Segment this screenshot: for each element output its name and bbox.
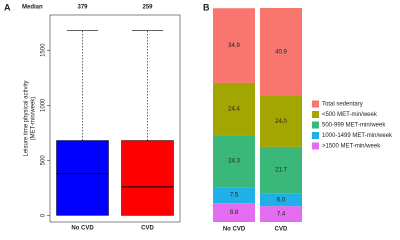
plot-frame [49, 14, 181, 223]
figure: A Median Leisure time physical activity (ME… [4, 2, 393, 233]
panel-label: A [4, 2, 11, 12]
value-label: 34.9 [228, 43, 240, 49]
bar-segment [260, 146, 302, 194]
legend-swatch [312, 132, 319, 139]
value-label: 8.8 [230, 210, 239, 216]
y-tick-label: 500 [41, 155, 47, 166]
box [56, 140, 109, 216]
x-tick-label: No CVD [71, 226, 94, 232]
y-axis-label: Leisure time physical activity [24, 80, 30, 156]
bar-segment [260, 95, 302, 147]
y-tick-label: 1000 [41, 98, 47, 112]
legend-swatch [312, 121, 319, 129]
bar-segment [213, 187, 255, 204]
y-tick-label: 1500 [41, 43, 47, 57]
value-label: 6.0 [277, 197, 286, 203]
bar-segment [260, 206, 302, 222]
median-label: Median [22, 5, 43, 11]
median-value: 259 [142, 5, 153, 11]
median-value: 379 [77, 5, 88, 11]
legend-swatch [312, 100, 319, 108]
value-label: 7.5 [230, 193, 239, 199]
bar-segment [213, 82, 255, 136]
y-tick-label: 0 [41, 213, 47, 217]
x-tick-label: No CVD [223, 227, 246, 233]
legend-label: <500 MET-min/week [322, 112, 378, 118]
legend-swatch [312, 111, 319, 118]
y-axis-label: (MET-min/week) [31, 97, 37, 141]
value-label: 24.4 [228, 107, 240, 113]
value-label: 24.3 [228, 159, 240, 165]
x-tick-label: CVD [275, 227, 288, 233]
bar-segment [260, 193, 302, 207]
value-label: 24.0 [275, 119, 287, 125]
bar-segment [213, 203, 255, 222]
legend-label: 500-999 MET-min/week [322, 123, 386, 129]
value-label: 21.7 [275, 168, 287, 174]
panel-label: B [203, 2, 210, 12]
box [121, 140, 174, 216]
bar-segment [213, 135, 255, 188]
legend-label: >1500 MET-min/week [322, 144, 381, 150]
bar-segment [260, 8, 302, 96]
value-label: 40.9 [275, 49, 287, 55]
value-label: 7.4 [277, 212, 286, 218]
x-tick-label: CVD [141, 226, 154, 232]
legend-label: Total sedentary [322, 102, 363, 108]
legend-label: 1000-1499 MET-min/week [322, 133, 393, 139]
bar-segment [213, 8, 255, 83]
legend-swatch [312, 142, 319, 150]
